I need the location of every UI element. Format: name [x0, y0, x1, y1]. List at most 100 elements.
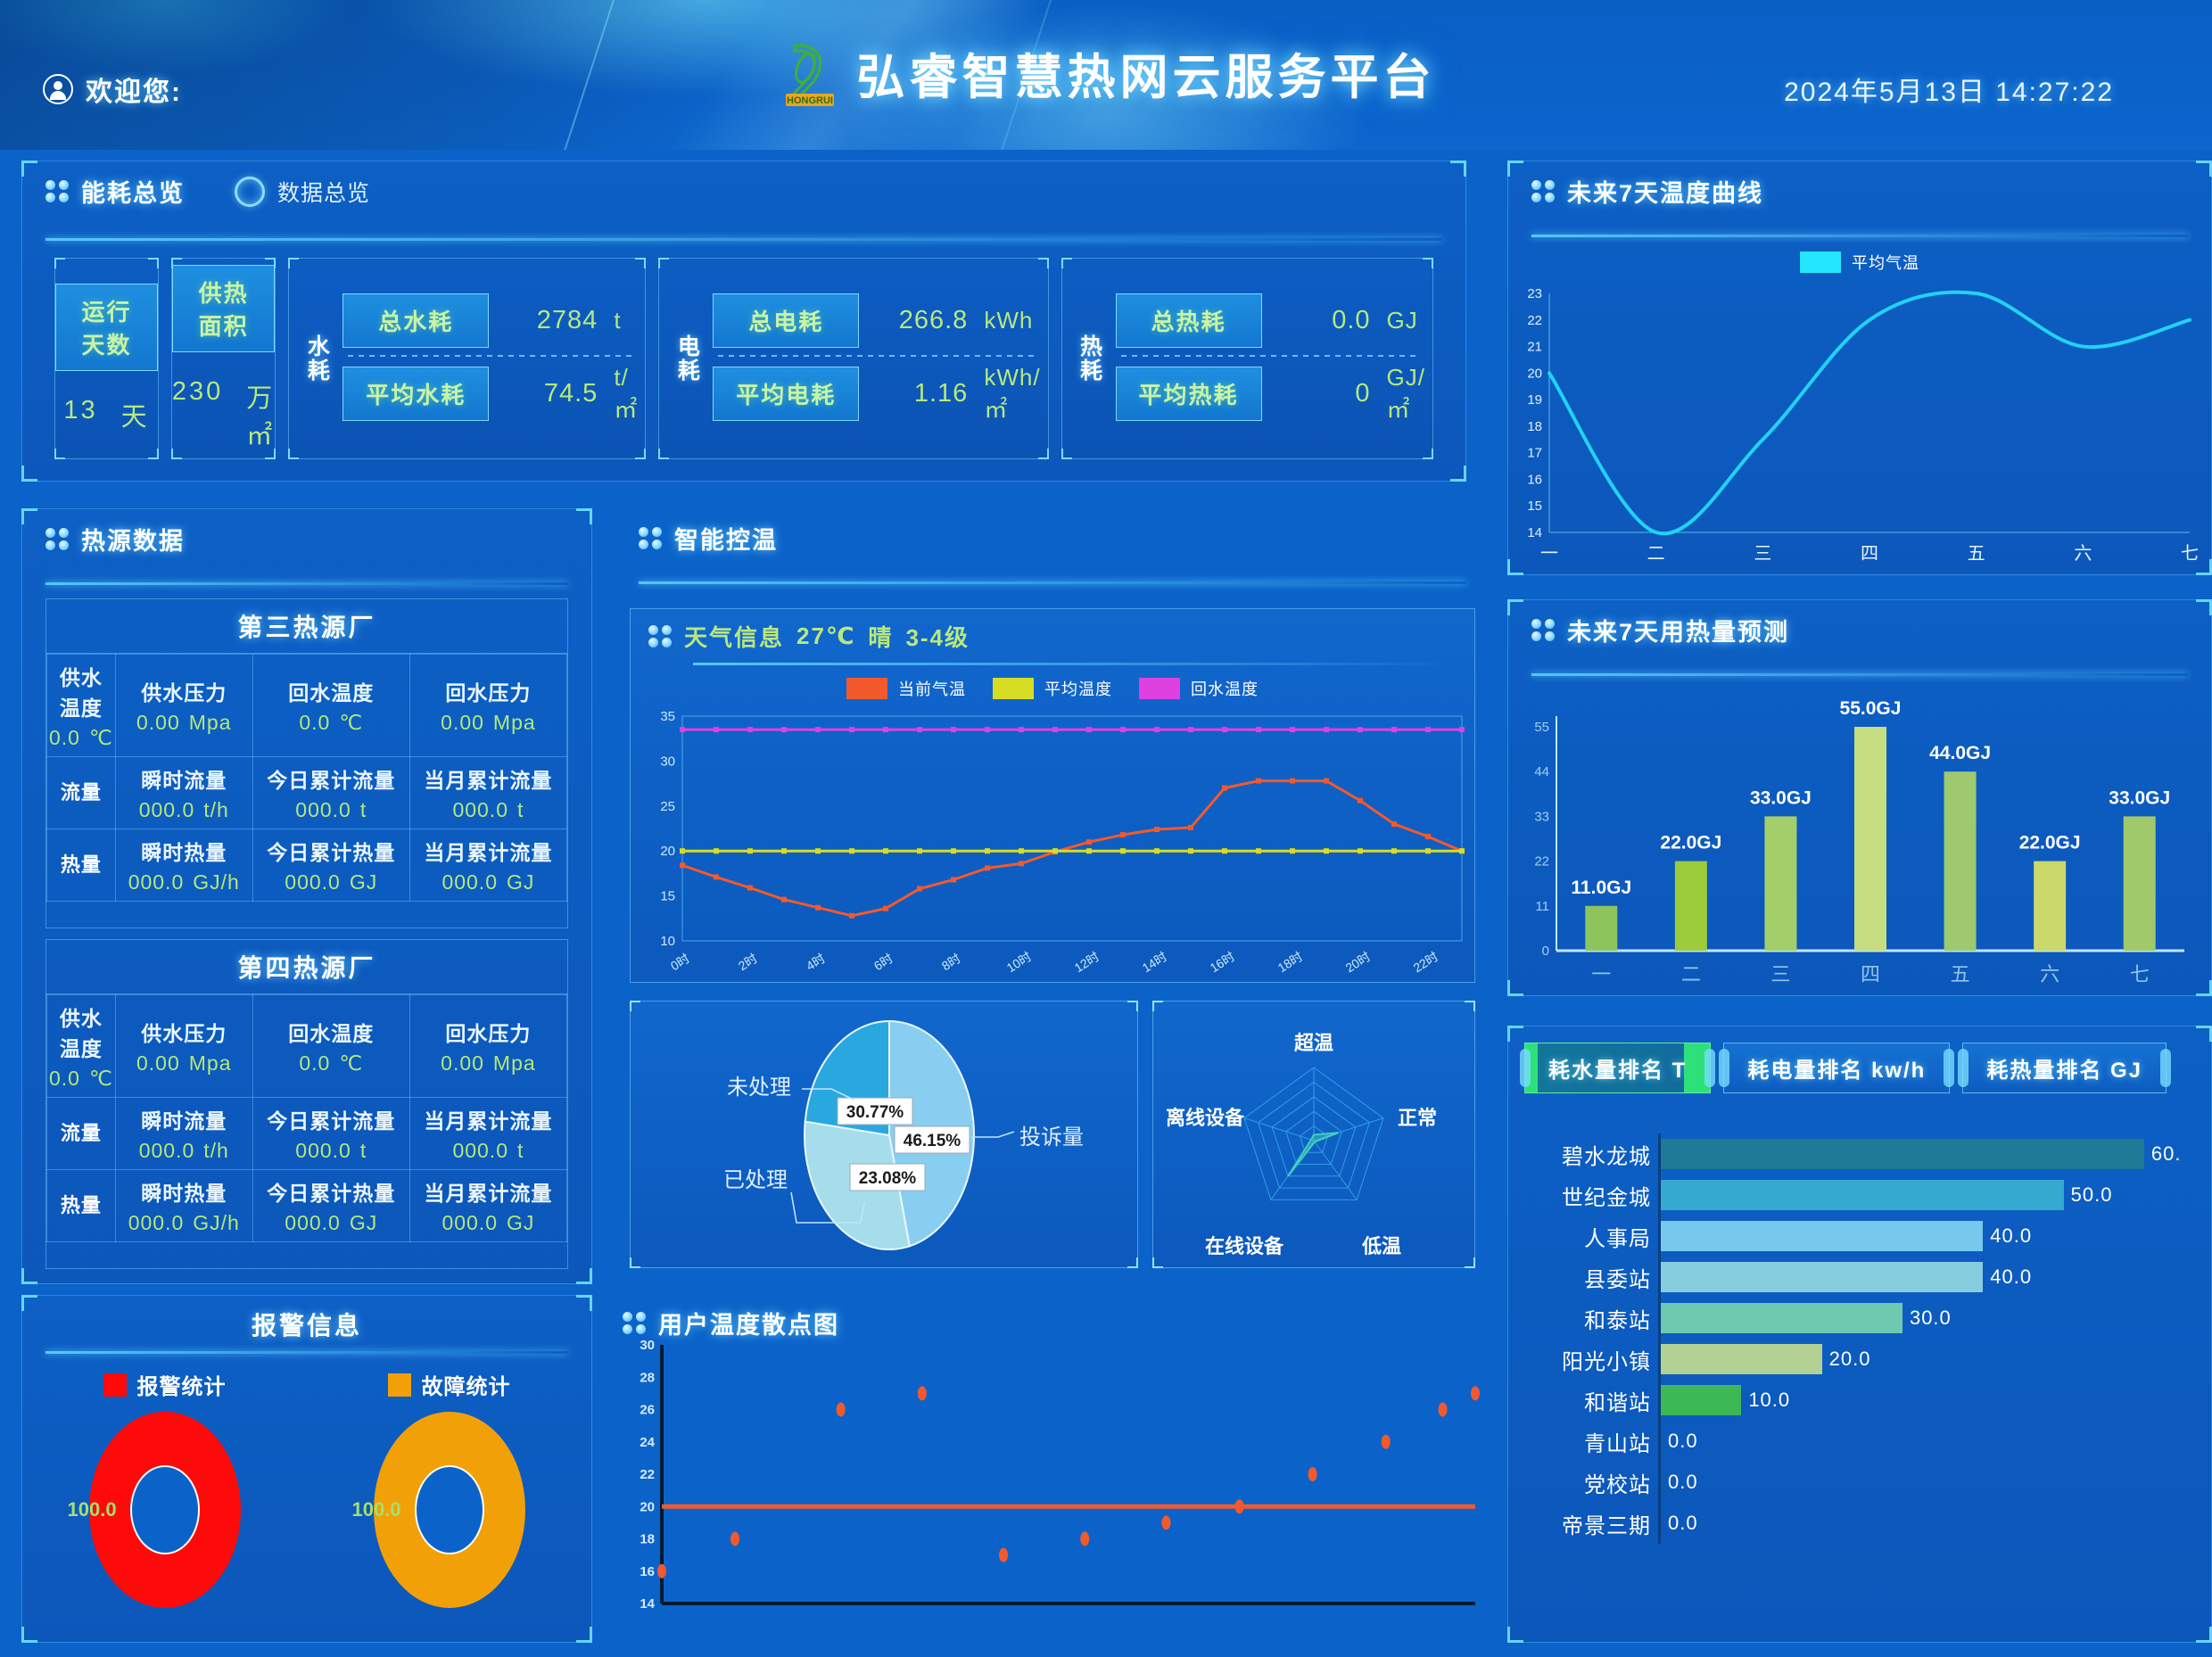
svg-text:22: 22: [1527, 313, 1542, 328]
user-temp-scatter-card: 用户温度散点图 14 16 18 20 22 24 26 28 30: [615, 1293, 1490, 1643]
svg-text:12时: 12时: [1072, 949, 1102, 975]
svg-text:低温: 低温: [1361, 1235, 1401, 1257]
ranking-rows: 碧水龙城 60. 世纪金城 50.0 人事局 40.0 县委站 40.0 和泰站 30.0 阳光小镇…: [1524, 1134, 2195, 1626]
smart-control-header: 智能控温: [615, 508, 1490, 556]
heat-group-label: 热耗: [1077, 334, 1102, 383]
complaint-pie-card: 30.77% 46.15% 23.08% 未处理 投诉量 已处理: [630, 1001, 1138, 1268]
ranking-row[interactable]: 和谐站 10.0: [1524, 1380, 2195, 1421]
legend-swatch-return-temp: [1139, 678, 1180, 699]
ranking-row[interactable]: 碧水龙城 60.: [1524, 1134, 2195, 1175]
svg-text:二: 二: [1647, 544, 1665, 564]
plant-card-1[interactable]: 第三热源厂 供水温度 0.0 ℃ 供水压力 0.00 Mpa 回水温度 0.0 ℃ 回…: [45, 598, 568, 928]
kpi-water-group[interactable]: 水耗 总水耗 2784 t 平均水耗 74.5 t/㎡: [288, 258, 647, 459]
svg-text:35: 35: [660, 709, 675, 724]
ranking-row[interactable]: 县委站 40.0: [1524, 1257, 2195, 1298]
tab-power-ranking[interactable]: 耗电量排名 kw/h: [1719, 1043, 1955, 1093]
ranking-row-name: 碧水龙城: [1562, 1144, 1651, 1169]
forecast-temp-line-chart: 14 15 16 17 18 19 20 21 22 23 一 二 三 四 五 六 七: [1527, 286, 2199, 564]
tab-cap-left: [1719, 1049, 1730, 1087]
legend-label-avg-temp: 平均温度: [1044, 680, 1112, 698]
kpi-heat-group[interactable]: 热耗 总热耗 0.0 GJ 平均热耗 0 GJ/㎡: [1061, 258, 1433, 459]
cell-label: 供水温度: [59, 666, 103, 720]
tab-cap-left: [1958, 1049, 1969, 1087]
legend-item-fault[interactable]: 故障统计: [387, 1369, 511, 1400]
legend-item-return-temp[interactable]: 回水温度: [1139, 677, 1259, 700]
plant-2-supply-temp: 供水温度 0.0 ℃: [46, 994, 116, 1098]
cell-label: 瞬时热量: [141, 841, 227, 864]
svg-text:22: 22: [1534, 854, 1549, 870]
svg-text:44: 44: [1534, 764, 1549, 779]
plant-1-return-temp: 回水温度 0.0 ℃: [252, 654, 410, 757]
kpi-heating-area[interactable]: 供热面积 230 万㎡: [170, 258, 276, 459]
ranking-row[interactable]: 党校站 0.0: [1524, 1462, 2195, 1503]
svg-text:18: 18: [640, 1532, 655, 1547]
kpi-power-group[interactable]: 电耗 总电耗 266.8 kWh 平均电耗 1.16 kWh/㎡: [658, 258, 1049, 459]
cell-label: 瞬时热量: [141, 1182, 227, 1205]
cell-label: 今日累计流量: [267, 769, 396, 792]
tab-heat-ranking[interactable]: 耗热量排名 GJ: [1958, 1043, 2172, 1093]
ranking-row-name: 阳光小镇: [1562, 1349, 1651, 1374]
four-dots-icon: [45, 527, 69, 551]
avg-water-row: 平均水耗 74.5 t/㎡: [343, 364, 638, 425]
legend-item-avg-air-temp[interactable]: 平均气温: [1800, 251, 1919, 274]
plant-2-instant-heat: 瞬时热量 000.0 GJ/h: [114, 1169, 253, 1242]
cell-value: 000.0 GJ: [442, 870, 535, 894]
ranking-row[interactable]: 和泰站 30.0: [1524, 1298, 2195, 1339]
ranking-row[interactable]: 世纪金城 50.0: [1524, 1175, 2195, 1216]
welcome-area: 欢迎您:: [43, 70, 182, 109]
svg-text:24: 24: [640, 1435, 655, 1450]
avg-water-label: 平均水耗: [343, 367, 490, 421]
ranking-row-value: 20.0: [1828, 1348, 1871, 1370]
weather-legend: 当前气温 平均温度 回水温度: [631, 677, 1474, 700]
cell-value: 000.0 t/h: [138, 1139, 229, 1162]
total-heat-row: 总热耗 0.0 GJ: [1115, 293, 1425, 348]
cell-label: 今日累计流量: [267, 1109, 396, 1133]
four-dots-icon: [639, 526, 662, 550]
weather-chart-card: 天气信息 27℃ 晴 3-4级 当前气温 平均温度 回水温度 10 15 20 25 3…: [630, 608, 1475, 983]
weather-underline: [693, 663, 1453, 665]
svg-text:26: 26: [640, 1403, 655, 1418]
svg-text:0时: 0时: [668, 951, 692, 973]
svg-text:超温: 超温: [1294, 1032, 1333, 1054]
legend-item-avg-temp[interactable]: 平均温度: [993, 677, 1112, 700]
donut-fault[interactable]: 100.0: [352, 1412, 525, 1608]
svg-text:18时: 18时: [1275, 949, 1306, 975]
svg-text:正常: 正常: [1398, 1107, 1437, 1129]
kpi-run-days[interactable]: 运行天数 13 天: [54, 258, 159, 459]
ranking-row[interactable]: 阳光小镇 20.0: [1524, 1339, 2195, 1380]
heat-source-header: 热源数据: [22, 509, 591, 556]
ranking-row[interactable]: 人事局 40.0: [1524, 1216, 2195, 1257]
tab-water-ranking[interactable]: 耗水量排名 T: [1520, 1043, 1716, 1093]
svg-text:离线设备: 离线设备: [1166, 1107, 1245, 1129]
donut-alarm[interactable]: 100.0: [68, 1412, 241, 1608]
legend-item-current-temp[interactable]: 当前气温: [846, 677, 966, 700]
total-heat-value: 0.0: [1332, 305, 1371, 334]
legend-item-alarm[interactable]: 报警统计: [103, 1369, 227, 1400]
ranking-row[interactable]: 帝景三期 0.0: [1524, 1503, 2195, 1544]
ranking-row[interactable]: 青山站 0.0: [1524, 1421, 2195, 1462]
ranking-bar-wrap: 0.0: [1658, 1421, 2195, 1462]
total-power-value: 266.8: [898, 305, 969, 334]
cell-label: 瞬时流量: [141, 769, 227, 792]
plant-card-2[interactable]: 第四热源厂 供水温度 0.0 ℃ 供水压力 0.00 Mpa 回水温度 0.0 ℃ 回…: [45, 939, 568, 1269]
legend-label-alarm: 报警统计: [136, 1375, 227, 1399]
heat-source-title: 热源数据: [81, 528, 185, 555]
alarm-panel: 报警信息 报警统计 故障统计 100.0 100.0: [21, 1295, 592, 1643]
plant-1-instant-flow: 瞬时流量 000.0 t/h: [114, 756, 253, 829]
smart-control-panel: 智能控温 天气信息 27℃ 晴 3-4级 当前气温 平均温度 回水温度: [615, 508, 1490, 1643]
total-water-unit: t: [614, 306, 622, 334]
four-dots-icon: [1531, 618, 1555, 642]
svg-text:六: 六: [2040, 963, 2059, 985]
ranking-bar: [1661, 1303, 1902, 1333]
svg-text:28: 28: [640, 1370, 655, 1385]
avg-power-row: 平均电耗 1.16 kWh/㎡: [713, 364, 1040, 425]
svg-text:14时: 14时: [1140, 949, 1170, 975]
svg-text:55.0GJ: 55.0GJ: [1840, 698, 1902, 719]
svg-text:22时: 22时: [1411, 949, 1441, 975]
run-days-unit: 天: [120, 403, 150, 432]
avg-heat-label: 平均热耗: [1115, 367, 1262, 421]
corner-decor: [1450, 161, 1466, 177]
plant-name-1: 第三热源厂: [46, 599, 567, 654]
svg-text:23.08%: 23.08%: [859, 1169, 917, 1188]
donut-hole: [129, 1465, 200, 1554]
